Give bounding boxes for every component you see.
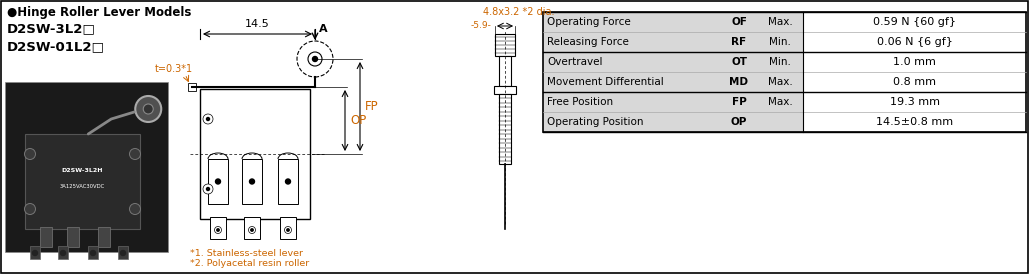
Circle shape <box>203 184 213 194</box>
Text: 0.8 mm: 0.8 mm <box>893 77 936 87</box>
Text: 14.5±0.8 mm: 14.5±0.8 mm <box>876 117 953 127</box>
Text: *1. Stainless-steel lever: *1. Stainless-steel lever <box>190 249 303 258</box>
Bar <box>244 217 260 239</box>
Circle shape <box>214 227 221 233</box>
Text: FP: FP <box>732 97 746 107</box>
Circle shape <box>297 41 333 77</box>
Text: -5.9-: -5.9- <box>470 21 491 30</box>
Circle shape <box>285 179 290 184</box>
Bar <box>499 94 511 164</box>
Bar <box>98 227 110 247</box>
Circle shape <box>215 179 220 184</box>
Bar <box>88 246 98 259</box>
Bar <box>495 34 514 56</box>
Bar <box>499 56 511 86</box>
Text: RF: RF <box>732 37 747 47</box>
Bar <box>188 83 196 91</box>
Text: Max.: Max. <box>768 77 792 87</box>
Circle shape <box>284 227 291 233</box>
Circle shape <box>287 229 289 231</box>
Text: Min.: Min. <box>769 37 791 47</box>
Bar <box>803 12 1026 52</box>
Circle shape <box>120 250 126 255</box>
Bar <box>543 12 803 52</box>
Circle shape <box>33 250 37 255</box>
Bar <box>543 52 803 92</box>
Bar <box>208 159 228 204</box>
Circle shape <box>130 149 141 159</box>
Circle shape <box>251 229 253 231</box>
Bar <box>25 134 140 229</box>
Text: 4.8x3.2 *2 dia.: 4.8x3.2 *2 dia. <box>483 7 555 17</box>
Bar <box>210 217 226 239</box>
Circle shape <box>203 114 213 124</box>
Bar <box>543 92 803 132</box>
Circle shape <box>130 204 141 215</box>
Text: Max.: Max. <box>768 97 792 107</box>
Text: D2SW-3L2H: D2SW-3L2H <box>62 168 103 173</box>
Bar <box>58 246 68 259</box>
Text: D2SW-3L2□: D2SW-3L2□ <box>7 22 96 35</box>
Circle shape <box>25 149 35 159</box>
Text: Overtravel: Overtravel <box>547 57 603 67</box>
Text: OF: OF <box>731 17 747 27</box>
Text: Free Position: Free Position <box>547 97 613 107</box>
Circle shape <box>217 229 219 231</box>
Text: Max.: Max. <box>768 17 792 27</box>
Text: OT: OT <box>731 57 747 67</box>
Bar <box>118 246 128 259</box>
Bar <box>30 246 40 259</box>
Text: *2. Polyacetal resin roller: *2. Polyacetal resin roller <box>190 259 310 268</box>
Text: 1.0 mm: 1.0 mm <box>893 57 936 67</box>
Bar <box>803 52 1026 92</box>
Circle shape <box>249 179 254 184</box>
Bar <box>494 86 516 94</box>
Text: 0.59 N {60 gf}: 0.59 N {60 gf} <box>873 17 956 27</box>
Text: OP: OP <box>731 117 747 127</box>
Text: ●Hinge Roller Lever Models: ●Hinge Roller Lever Models <box>7 6 191 19</box>
Text: D2SW-01L2□: D2SW-01L2□ <box>7 40 105 53</box>
Bar <box>242 159 262 204</box>
Circle shape <box>143 104 153 114</box>
Text: Operating Force: Operating Force <box>547 17 631 27</box>
Text: Releasing Force: Releasing Force <box>547 37 629 47</box>
Circle shape <box>207 118 210 121</box>
Circle shape <box>313 56 318 61</box>
Text: 3A125VAC30VDC: 3A125VAC30VDC <box>60 184 105 189</box>
Text: Min.: Min. <box>769 57 791 67</box>
Text: MD: MD <box>730 77 748 87</box>
Bar <box>280 217 296 239</box>
Text: 14.5: 14.5 <box>245 19 270 29</box>
Bar <box>278 159 298 204</box>
Bar <box>543 12 1026 132</box>
Circle shape <box>207 187 210 190</box>
Text: 19.3 mm: 19.3 mm <box>889 97 939 107</box>
Bar <box>67 227 79 247</box>
Text: FP: FP <box>365 100 379 113</box>
Text: Movement Differential: Movement Differential <box>547 77 664 87</box>
Bar <box>200 89 310 219</box>
Text: 0.06 N {6 gf}: 0.06 N {6 gf} <box>877 37 953 47</box>
Text: A: A <box>319 24 327 34</box>
Bar <box>803 92 1026 132</box>
Circle shape <box>61 250 66 255</box>
Text: t=0.3*1: t=0.3*1 <box>155 64 193 74</box>
Circle shape <box>308 52 322 66</box>
Text: OP: OP <box>350 114 366 127</box>
Circle shape <box>25 204 35 215</box>
Circle shape <box>91 250 96 255</box>
Bar <box>5 82 168 252</box>
Circle shape <box>248 227 255 233</box>
Bar <box>40 227 52 247</box>
Circle shape <box>135 96 162 122</box>
Text: Operating Position: Operating Position <box>547 117 643 127</box>
